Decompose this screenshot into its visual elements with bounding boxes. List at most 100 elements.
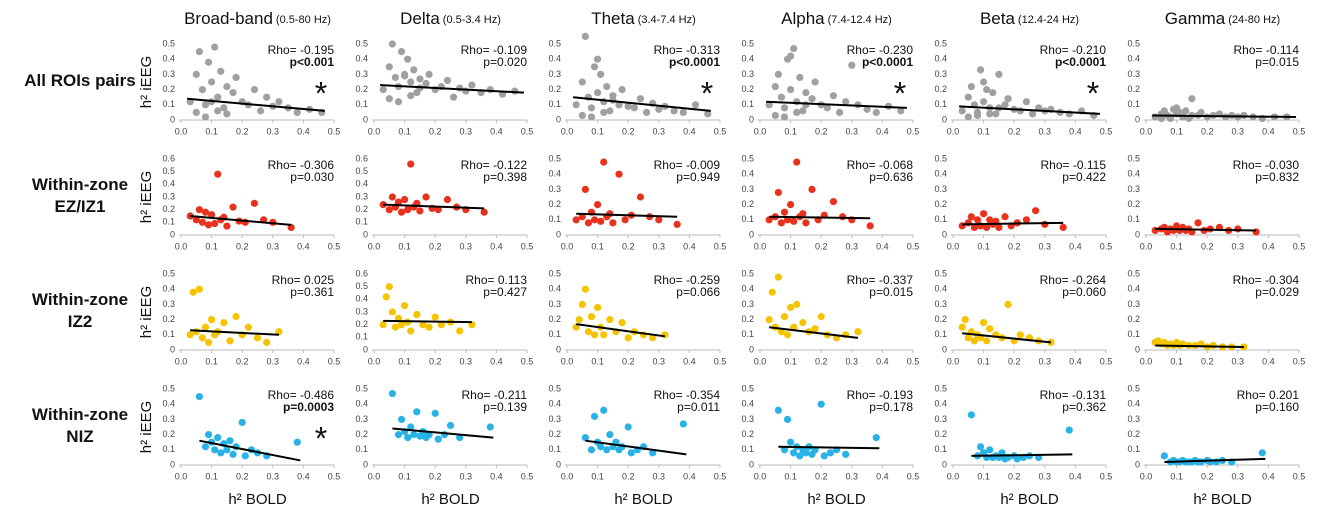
point [1166, 114, 1175, 123]
point [214, 434, 222, 442]
x-tick-label: 0.2 [815, 471, 828, 481]
y-tick-label: 0.3 [162, 299, 175, 309]
x-tick-label: 0.0 [754, 356, 767, 366]
point [208, 211, 216, 219]
fit-line [576, 323, 666, 338]
point [293, 108, 301, 116]
y-tick-label: 0.2 [934, 429, 947, 439]
point [204, 58, 213, 66]
point [275, 328, 283, 336]
point [486, 423, 494, 431]
fit-line [769, 326, 859, 339]
x-axis-label: h² BOLD [614, 491, 673, 508]
x-tick-label: 0.5 [1293, 471, 1306, 481]
rho-label: Rho= -0.211 [462, 388, 528, 402]
y-tick-label: 0.5 [355, 38, 368, 48]
y-tick-label: 0.5 [1127, 383, 1140, 393]
x-tick-label: 0.2 [622, 356, 635, 366]
x-axis-label: h² BOLD [421, 491, 480, 508]
point [1059, 223, 1067, 231]
point [1197, 458, 1205, 466]
x-tick-label: 0.3 [846, 126, 859, 136]
point [1173, 104, 1181, 112]
significance-star: * [701, 75, 713, 111]
y-tick-label: 0.4 [934, 284, 947, 294]
point [401, 302, 409, 310]
y-tick-label: 0.3 [548, 414, 561, 424]
x-tick-label: 0.3 [653, 126, 666, 136]
p-label: p=0.361 [290, 285, 334, 299]
p-label: p=0.015 [869, 285, 913, 299]
fit-line [1164, 457, 1266, 463]
point [238, 418, 246, 427]
point [802, 219, 810, 227]
point [1041, 220, 1049, 228]
y-tick-label: 0 [942, 229, 947, 239]
point [811, 78, 819, 86]
x-tick-label: 0.4 [876, 356, 889, 366]
point [449, 93, 458, 101]
y-axis-label: h² iEEG [138, 286, 155, 339]
y-tick-label: 0.1 [162, 99, 175, 109]
y-tick-label: 0.4 [162, 399, 175, 409]
rho-label: Rho= -0.259 [654, 273, 721, 287]
x-tick-label: 0.5 [714, 241, 727, 251]
point [624, 334, 632, 342]
point [186, 331, 194, 339]
y-tick-label: 0.6 [355, 268, 368, 278]
point [597, 217, 605, 225]
point [970, 337, 979, 345]
p-label: p=0.011 [677, 400, 720, 414]
y-tick-label: 0.5 [741, 383, 754, 393]
y-tick-label: 0.3 [934, 299, 947, 309]
y-tick-label: 0.4 [162, 284, 175, 294]
point [195, 285, 203, 293]
point [989, 89, 997, 97]
x-tick-label: 0.0 [754, 126, 767, 136]
x-tick-label: 0.3 [1039, 356, 1052, 366]
point [394, 98, 403, 106]
point [232, 312, 240, 321]
p-label: p=0.066 [676, 285, 720, 299]
y-tick-label: 0.5 [741, 38, 754, 48]
x-tick-label: 0.4 [490, 471, 503, 481]
point [1182, 107, 1190, 115]
fit-line [190, 329, 279, 336]
y-tick-label: 0.4 [934, 399, 947, 409]
point [980, 78, 988, 86]
y-tick-label: 0.4 [355, 399, 368, 409]
y-tick-label: 0.5 [162, 383, 175, 393]
point [385, 63, 393, 71]
y-tick-label: 0.2 [162, 204, 175, 214]
x-tick-label: 0.4 [297, 356, 310, 366]
fit-line [187, 97, 325, 112]
point [802, 449, 810, 457]
x-tick-label: 0.5 [714, 356, 727, 366]
point [581, 434, 589, 442]
point [829, 197, 838, 206]
point [407, 160, 415, 168]
y-tick-label: 0.2 [162, 314, 175, 324]
x-tick-label: 0.0 [368, 241, 381, 251]
point [244, 323, 252, 331]
point [578, 213, 586, 221]
point [618, 319, 626, 327]
column-title: Broad-band (0.5-80 Hz) [184, 9, 331, 28]
x-tick-label: 0.2 [622, 471, 635, 481]
x-tick-label: 0.4 [683, 241, 696, 251]
x-tick-label: 0.4 [1262, 241, 1275, 251]
point [780, 446, 789, 454]
point [1028, 110, 1037, 118]
point [630, 104, 638, 112]
y-tick-label: 0.1 [741, 214, 754, 224]
point [437, 321, 445, 329]
y-tick-label: 0.5 [162, 268, 175, 278]
x-tick-label: 0.3 [267, 126, 280, 136]
y-tick-label: 0.4 [934, 169, 947, 179]
significance-star: * [315, 420, 327, 456]
point [379, 321, 387, 329]
point [1157, 114, 1165, 123]
point [401, 72, 409, 80]
rho-label: Rho= 0.201 [1237, 388, 1300, 402]
